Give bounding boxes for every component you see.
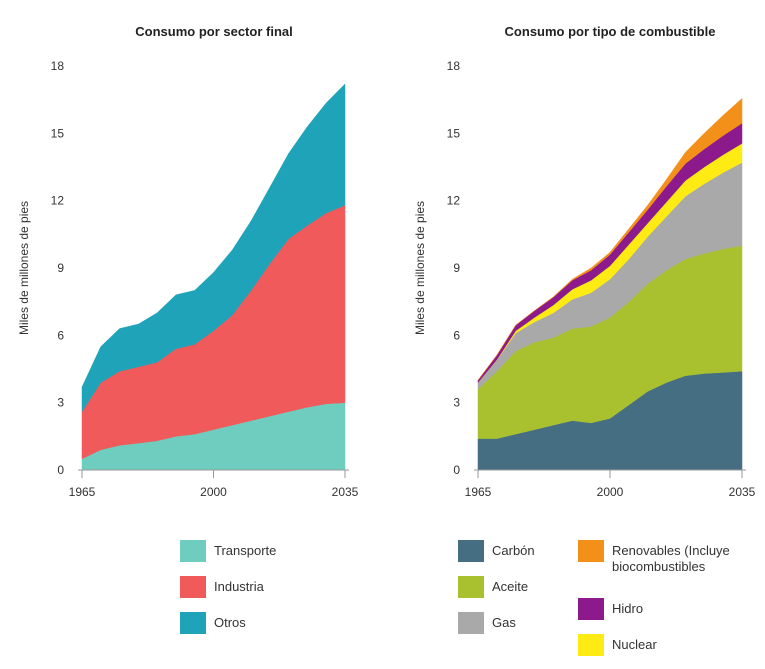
legend-item-industria: Industria [180, 576, 264, 598]
legend-label: Hidro [612, 601, 644, 616]
y-tick-label: 18 [51, 59, 65, 73]
legend-item-carbon: Carbón [458, 540, 535, 562]
y-tick-label: 18 [447, 59, 461, 73]
legend-label: Aceite [492, 579, 529, 594]
y-tick-label: 0 [57, 463, 64, 477]
legend-swatch [458, 612, 484, 634]
x-tick-label: 1965 [69, 485, 96, 499]
legend-item-gas: Gas [458, 612, 516, 634]
y-tick-label: 0 [453, 463, 460, 477]
legend-label: Industria [214, 579, 264, 594]
legend-label: Transporte [214, 543, 277, 558]
legend-swatch [458, 576, 484, 598]
area-series-renovables [477, 97, 743, 381]
x-tick-label: 2000 [200, 485, 227, 499]
chart-1: Consumo por sector final Miles de millone… [17, 24, 359, 499]
legend-swatch [578, 598, 604, 620]
chart-2: Consumo por tipo de combustible Miles de … [413, 24, 756, 499]
x-tick-label: 2000 [597, 485, 624, 499]
legend-item-otros: Otros [180, 612, 246, 634]
y-tick-label: 9 [453, 261, 460, 275]
legend-swatch [578, 634, 604, 656]
chart-title: Consumo por sector final [135, 24, 292, 39]
legend-swatch [180, 576, 206, 598]
legend-item-renovables: Renovables (Incluye biocombustibles [578, 540, 730, 575]
y-tick-label: 3 [453, 396, 460, 410]
chart-title: Consumo por tipo de combustible [505, 24, 716, 39]
y-tick-label: 9 [57, 261, 64, 275]
y-tick-label: 12 [447, 194, 461, 208]
legend-item-nuclear: Nuclear [578, 634, 657, 656]
y-tick-label: 15 [51, 126, 65, 140]
legend-item-transporte: Transporte [180, 540, 276, 562]
x-tick-label: 2035 [729, 485, 756, 499]
area-series-otros [81, 83, 346, 413]
y-axis-label: Miles de millones de pies [413, 201, 427, 335]
y-tick-label: 6 [57, 328, 64, 342]
y-axis-label: Miles de millones de pies [17, 201, 31, 335]
y-tick-label: 12 [51, 194, 65, 208]
legend-label: Otros [214, 615, 246, 630]
legend-label: Carbón [492, 543, 535, 558]
legend-swatch [180, 612, 206, 634]
legend-fuel: Carbón Aceite Gas Renovables (Incluye bi… [458, 540, 758, 665]
legend-label: Nuclear [612, 637, 657, 652]
y-tick-label: 6 [453, 328, 460, 342]
legend-label: Gas [492, 615, 516, 630]
x-tick-label: 2035 [332, 485, 359, 499]
legend-label: Renovables (Incluye biocombustibles [612, 543, 730, 574]
y-tick-label: 15 [447, 126, 461, 140]
legend-swatch [458, 540, 484, 562]
legend-swatch [180, 540, 206, 562]
legend-item-hidro: Hidro [578, 598, 643, 620]
legend-sector: Transporte Industria Otros [180, 540, 330, 650]
x-tick-label: 1965 [465, 485, 492, 499]
legend-item-aceite: Aceite [458, 576, 528, 598]
legend-swatch [578, 540, 604, 562]
y-tick-label: 3 [57, 396, 64, 410]
